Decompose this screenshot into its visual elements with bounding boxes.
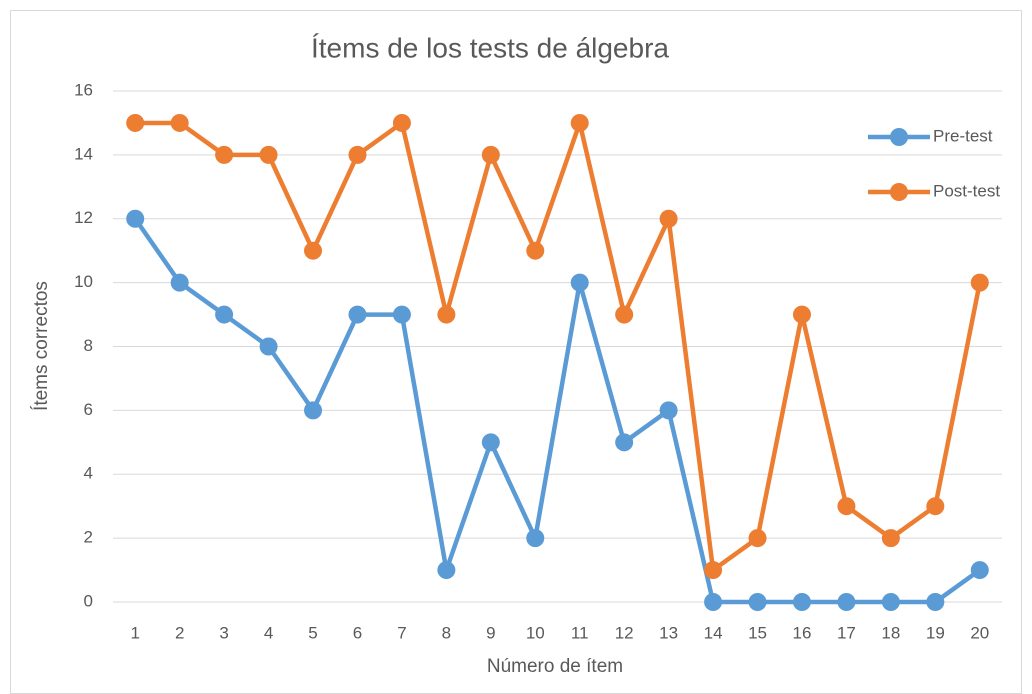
marker xyxy=(437,305,456,324)
y-tick-label: 8 xyxy=(84,336,93,355)
marker xyxy=(304,401,323,420)
y-tick-label: 10 xyxy=(74,272,93,291)
legend-label: Pre-test xyxy=(933,126,993,145)
marker xyxy=(792,593,811,611)
x-axis-label: Número de ítem xyxy=(487,656,623,677)
marker xyxy=(837,497,856,516)
marker xyxy=(170,273,189,292)
y-tick-label: 4 xyxy=(84,464,93,483)
x-tick-label: 13 xyxy=(659,623,678,642)
legend-marker xyxy=(890,183,908,201)
x-tick-label: 20 xyxy=(970,623,989,642)
marker xyxy=(970,561,989,580)
x-tick-label: 10 xyxy=(526,623,545,642)
marker xyxy=(126,113,145,132)
marker xyxy=(481,433,500,452)
legend-label: Post-test xyxy=(933,181,1000,200)
y-tick-label: 14 xyxy=(74,144,93,163)
marker xyxy=(348,305,367,324)
marker xyxy=(215,305,234,324)
marker xyxy=(748,529,767,548)
marker xyxy=(970,273,989,292)
y-tick-label: 16 xyxy=(74,80,93,99)
marker xyxy=(659,209,678,228)
marker xyxy=(615,305,634,324)
x-tick-label: 11 xyxy=(571,623,589,642)
y-tick-label: 6 xyxy=(84,400,93,419)
marker xyxy=(526,529,545,548)
x-tick-label: 2 xyxy=(175,623,184,642)
y-tick-label: 2 xyxy=(84,528,93,547)
marker xyxy=(304,241,323,260)
marker xyxy=(170,113,189,132)
x-tick-label: 3 xyxy=(219,623,228,642)
marker xyxy=(481,145,500,164)
y-tick-label: 0 xyxy=(84,591,93,610)
marker xyxy=(259,145,278,164)
marker xyxy=(659,401,678,420)
x-tick-label: 1 xyxy=(130,623,139,642)
chart-title: Ítems de los tests de álgebra xyxy=(311,32,669,63)
marker xyxy=(792,305,811,324)
marker xyxy=(748,593,767,611)
marker xyxy=(259,337,278,356)
marker xyxy=(837,593,856,611)
marker xyxy=(881,593,900,611)
x-tick-label: 9 xyxy=(486,623,495,642)
x-tick-label: 18 xyxy=(881,623,900,642)
marker xyxy=(570,273,589,292)
x-tick-label: 7 xyxy=(397,623,406,642)
marker xyxy=(615,433,634,452)
y-axis-label: Ítems correctos xyxy=(31,281,52,411)
marker xyxy=(392,305,411,324)
x-tick-label: 8 xyxy=(442,623,451,642)
series-line xyxy=(135,120,982,573)
x-tick-label: 19 xyxy=(926,623,945,642)
x-tick-label: 16 xyxy=(793,623,812,642)
marker xyxy=(437,561,456,580)
marker xyxy=(526,241,545,260)
legend-marker xyxy=(890,128,908,146)
y-tick-label: 12 xyxy=(74,208,93,227)
x-tick-label: 15 xyxy=(748,623,767,642)
x-tick-label: 12 xyxy=(615,623,634,642)
x-tick-label: 4 xyxy=(264,623,273,642)
marker xyxy=(392,113,411,132)
chart-border xyxy=(10,10,1022,694)
marker xyxy=(926,593,945,611)
marker xyxy=(215,145,234,164)
x-tick-label: 14 xyxy=(704,623,723,642)
marker xyxy=(570,113,589,132)
x-tick-label: 6 xyxy=(353,623,362,642)
marker xyxy=(348,145,367,164)
marker xyxy=(881,529,900,548)
marker xyxy=(926,497,945,516)
x-tick-label: 5 xyxy=(308,623,317,642)
x-tick-label: 17 xyxy=(837,623,856,642)
marker xyxy=(704,561,723,580)
marker xyxy=(704,593,723,611)
marker xyxy=(126,209,145,228)
